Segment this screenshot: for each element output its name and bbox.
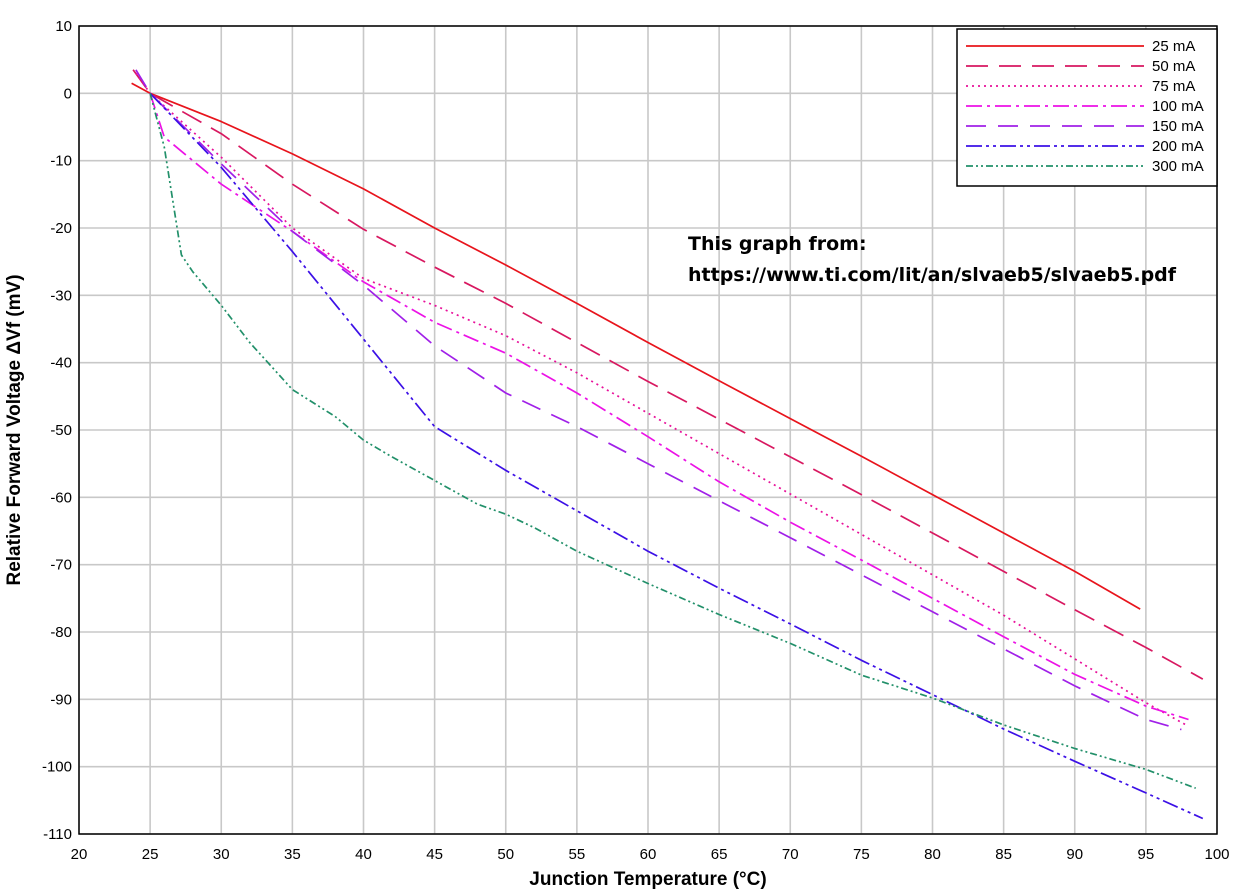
- x-tick-label: 45: [426, 846, 443, 863]
- annotation-line-1: This graph from:: [688, 233, 867, 255]
- y-tick-label: -70: [50, 557, 72, 574]
- x-tick-label: 95: [1138, 846, 1155, 863]
- legend-label-3: 100 mA: [1152, 98, 1204, 115]
- x-tick-label: 65: [711, 846, 728, 863]
- y-tick-label: -80: [50, 624, 72, 641]
- legend-label-6: 300 mA: [1152, 158, 1204, 175]
- y-tick-label: 0: [64, 85, 72, 102]
- series-line-3: [149, 93, 1189, 721]
- legend-label-1: 50 mA: [1152, 58, 1195, 75]
- y-tick-label: -50: [50, 422, 72, 439]
- plot-frame: [78, 25, 1218, 835]
- legend-label-0: 25 mA: [1152, 38, 1195, 55]
- y-tick-label: 10: [55, 18, 72, 35]
- x-axis-ticks: 20 25 30 35 40 45 50 55 60 65 70 75 80 85 90 95 100: [71, 846, 1230, 863]
- x-tick-label: 100: [1204, 846, 1229, 863]
- legend-label-5: 200 mA: [1152, 138, 1204, 155]
- y-tick-label: -40: [50, 355, 72, 372]
- y-tick-label: -90: [50, 691, 72, 708]
- y-axis-ticks: 10 0 -10 -20 -30 -40 -50 -60 -70 -80 -90 -100 -110: [42, 18, 72, 843]
- x-tick-label: 30: [213, 846, 230, 863]
- y-tick-label: -10: [50, 153, 72, 170]
- y-axis-title: Relative Forward Voltage ΔVf (mV): [4, 274, 25, 585]
- y-tick-label: -30: [50, 287, 72, 304]
- x-tick-label: 50: [497, 846, 514, 863]
- source-annotation: This graph from: https://www.ti.com/lit/…: [688, 233, 1177, 286]
- series-line-5: [149, 92, 1204, 820]
- y-tick-label: -60: [50, 489, 72, 506]
- series-line-2: [135, 72, 1189, 728]
- legend-label-2: 75 mA: [1152, 78, 1195, 95]
- series-line-6: [149, 93, 1197, 789]
- x-tick-label: 55: [569, 846, 586, 863]
- series-line-0: [131, 82, 1141, 610]
- x-tick-label: 85: [995, 846, 1012, 863]
- x-tick-label: 90: [1066, 846, 1083, 863]
- y-tick-label: -110: [43, 826, 72, 843]
- x-axis-title: Junction Temperature (°C): [529, 869, 766, 890]
- legend: 25 mA 50 mA 75 mA 100 mA 150 mA 200 mA 300 mA: [956, 28, 1218, 187]
- x-tick-label: 75: [853, 846, 870, 863]
- series-line-4: [135, 69, 1182, 731]
- y-tick-label: -20: [50, 220, 72, 237]
- x-tick-label: 25: [142, 846, 159, 863]
- y-tick-label: -100: [42, 759, 72, 776]
- x-tick-label: 40: [355, 846, 372, 863]
- x-tick-label: 35: [284, 846, 301, 863]
- x-tick-label: 70: [782, 846, 799, 863]
- annotation-line-2: https://www.ti.com/lit/an/slvaeb5/slvaeb…: [688, 264, 1177, 286]
- legend-box: [956, 28, 1218, 187]
- series-lines: [131, 69, 1204, 820]
- x-tick-label: 80: [924, 846, 941, 863]
- series-line-1: [132, 69, 1204, 680]
- x-tick-label: 60: [640, 846, 657, 863]
- x-tick-label: 20: [71, 846, 88, 863]
- legend-label-4: 150 mA: [1152, 118, 1204, 135]
